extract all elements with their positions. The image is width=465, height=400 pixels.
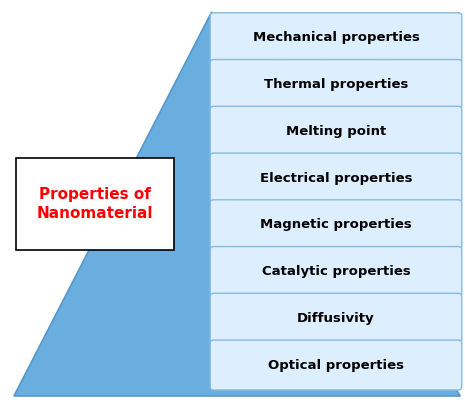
FancyBboxPatch shape (210, 60, 462, 110)
Text: Thermal properties: Thermal properties (264, 78, 408, 91)
FancyBboxPatch shape (210, 13, 462, 63)
Text: Optical properties: Optical properties (268, 358, 404, 372)
FancyBboxPatch shape (210, 200, 462, 250)
FancyBboxPatch shape (16, 158, 174, 250)
FancyBboxPatch shape (210, 340, 462, 390)
Polygon shape (14, 12, 460, 396)
FancyBboxPatch shape (210, 106, 462, 156)
Text: Melting point: Melting point (286, 125, 386, 138)
FancyBboxPatch shape (210, 153, 462, 203)
Text: Catalytic properties: Catalytic properties (262, 265, 410, 278)
FancyBboxPatch shape (210, 246, 462, 296)
Text: Mechanical properties: Mechanical properties (252, 31, 419, 44)
Text: Magnetic properties: Magnetic properties (260, 218, 412, 231)
FancyBboxPatch shape (210, 293, 462, 343)
Text: Properties of
Nanomaterial: Properties of Nanomaterial (37, 186, 153, 222)
Text: Electrical properties: Electrical properties (260, 172, 412, 184)
Text: Diffusivity: Diffusivity (297, 312, 375, 325)
